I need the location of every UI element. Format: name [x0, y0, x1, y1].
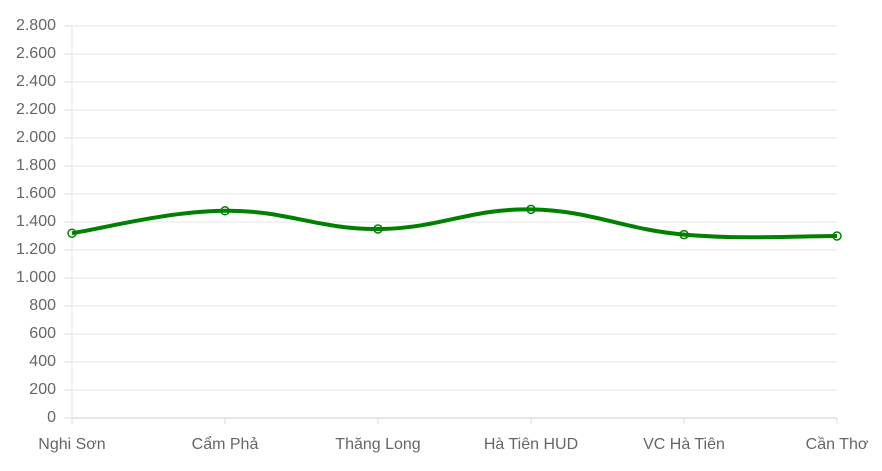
line — [71, 207, 838, 240]
y-tick-label: 600 — [29, 325, 56, 342]
x-tick-label: Thăng Long — [335, 436, 420, 453]
x-tick-label: Nghi Sơn — [38, 436, 105, 453]
x-tick-label: Hà Tiên HUD — [484, 436, 578, 453]
point — [832, 231, 842, 241]
y-tick-label: 400 — [29, 353, 56, 370]
point — [373, 224, 383, 234]
y-tick-label: 2.800 — [16, 17, 56, 34]
y-tick-label: 1.600 — [16, 185, 56, 202]
y-tick-label: 1.800 — [16, 157, 56, 174]
point — [67, 228, 77, 238]
x-tick-label: Cẩm Phả — [192, 435, 259, 453]
y-tick-label: 2.600 — [16, 45, 56, 62]
x-tick-label: VC Hà Tiên — [643, 436, 725, 453]
x-tick-label: Cần Thơ — [806, 436, 869, 453]
y-tick-label: 1.200 — [16, 241, 56, 258]
y-tick-label: 1.000 — [16, 269, 56, 286]
point — [526, 204, 536, 215]
y-tick-label: 2.200 — [16, 101, 56, 118]
y-tick-label: 200 — [29, 381, 56, 398]
point — [220, 206, 230, 216]
y-tick-label: 2.400 — [16, 73, 56, 90]
point — [679, 229, 689, 240]
y-tick-label: 2.000 — [16, 129, 56, 146]
y-tick-label: 1.400 — [16, 213, 56, 230]
y-tick-label: 800 — [29, 297, 56, 314]
y-tick-label: 0 — [47, 409, 56, 426]
